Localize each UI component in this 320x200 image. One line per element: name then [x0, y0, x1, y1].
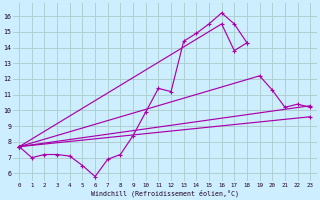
X-axis label: Windchill (Refroidissement éolien,°C): Windchill (Refroidissement éolien,°C) — [91, 189, 239, 197]
